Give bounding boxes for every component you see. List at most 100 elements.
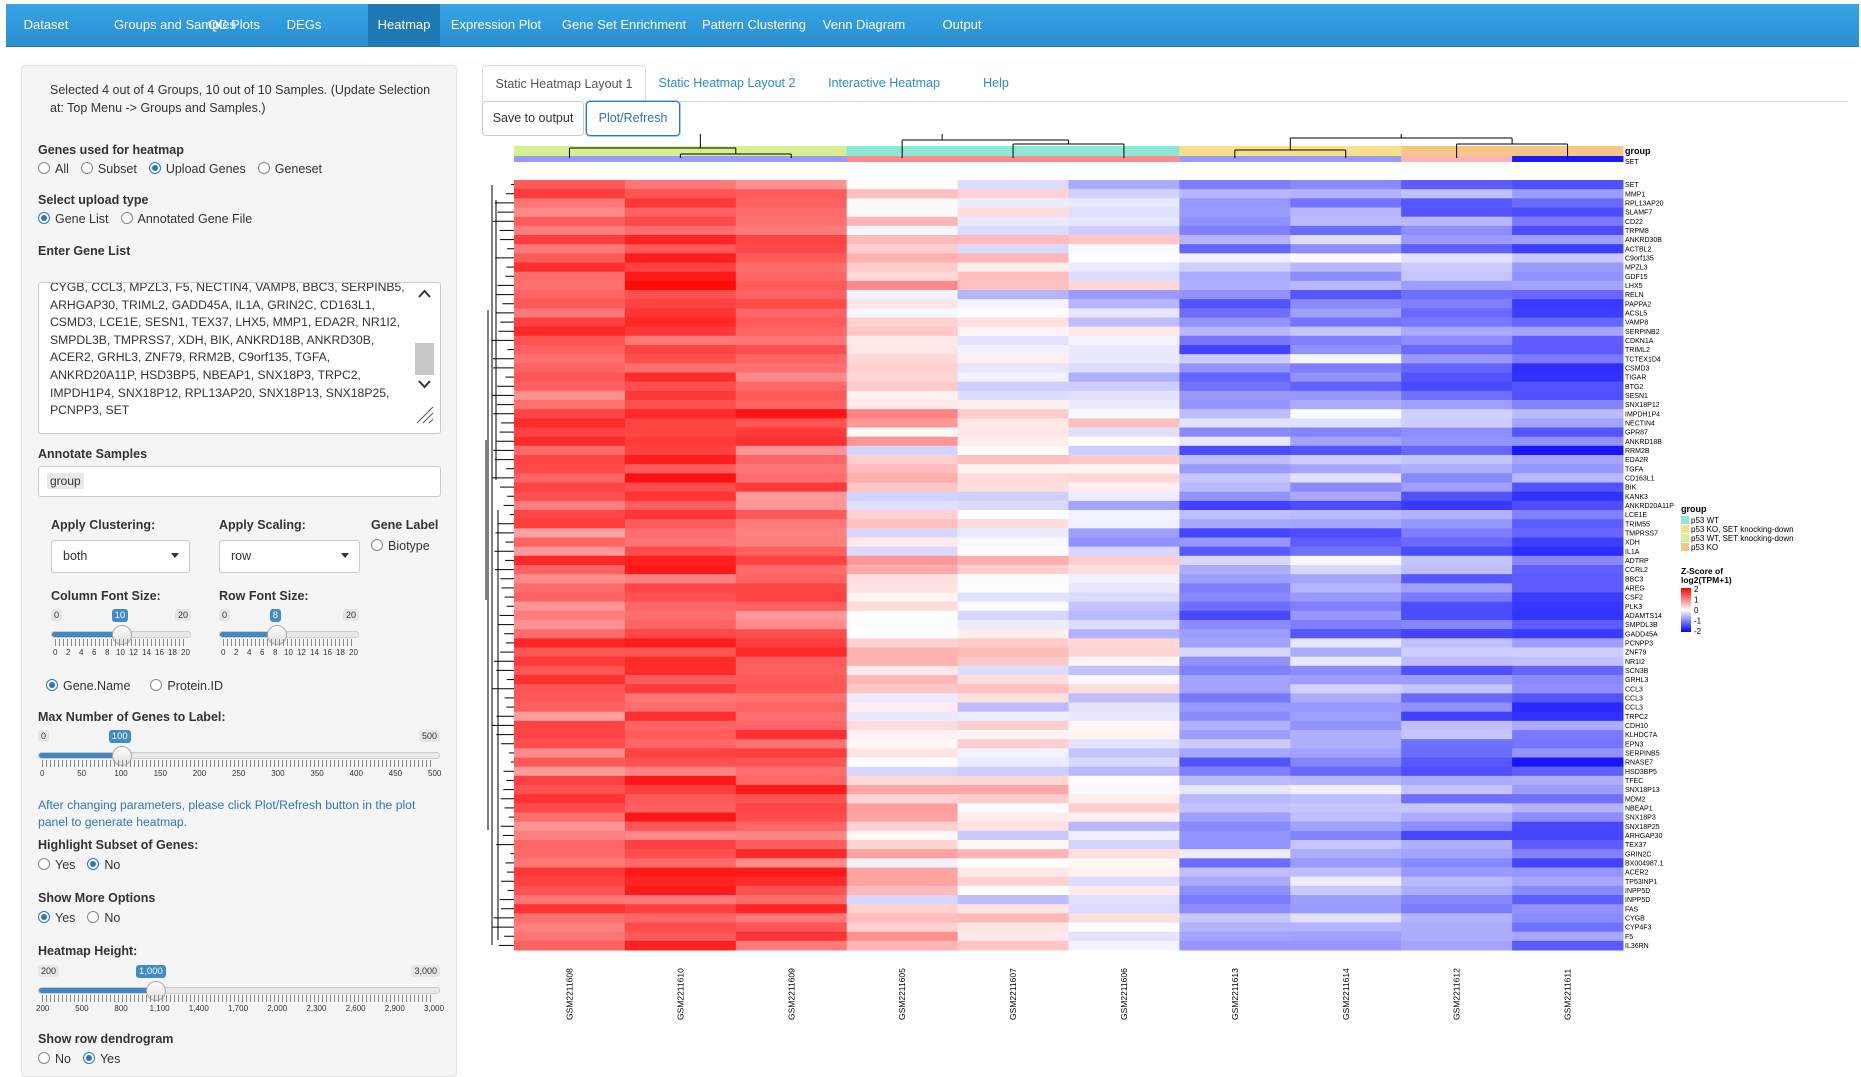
radio-option-geneset[interactable]: Geneset <box>257 162 322 176</box>
heatmap-cell <box>1068 794 1180 804</box>
nav-groups-and-samples[interactable]: Groups and Samples <box>113 17 237 32</box>
heatmap-cell <box>514 308 626 318</box>
heatmap-cell <box>846 537 959 548</box>
heatmap-cell <box>1401 381 1513 392</box>
tab-help[interactable]: Help <box>983 76 1009 90</box>
radio-option-all[interactable]: All <box>38 162 69 176</box>
radio-button[interactable] <box>80 162 93 174</box>
radio-option-annotated-gene-file[interactable]: Annotated Gene File <box>120 212 252 226</box>
nav-qc-plots[interactable]: QC Plots <box>207 17 260 32</box>
heatmap-cell <box>1179 601 1291 612</box>
gene-list-line: ACER2, GRHL3, ZNF79, RRM2B, C9orf135, TG… <box>50 350 331 365</box>
heatmap-cell <box>1179 445 1291 456</box>
heatmap-cell <box>957 702 1069 713</box>
nav-output[interactable]: Output <box>942 17 982 32</box>
annotate-samples-input[interactable]: group <box>38 466 441 497</box>
heatmap-cell <box>1068 830 1180 841</box>
heatmap-cell <box>735 785 848 795</box>
nav-expression-plot[interactable]: Expression Plot <box>450 17 542 32</box>
info-text: After changing parameters, please click … <box>38 798 416 829</box>
heatmap-cell <box>1068 867 1180 878</box>
gene-list-textarea[interactable]: CYGB, CCL3, MPZL3, F5, NECTIN4, VAMP8, B… <box>38 282 441 434</box>
tab-static-heatmap-layout-2[interactable]: Static Heatmap Layout 2 <box>658 76 796 90</box>
slider-track[interactable] <box>219 631 359 638</box>
gene-label: MDM2 <box>1625 796 1646 803</box>
column-font-slider[interactable]: 0 20 10 0 2 4 6 8 10 12 14 16 18 20 <box>51 609 191 657</box>
heatmap-cell <box>735 885 848 896</box>
clustering-select[interactable]: both <box>51 540 190 573</box>
nav-heatmap[interactable]: Heatmap <box>368 4 440 46</box>
heatmap-height-slider[interactable]: 200 3,000 1,000 200 500 800 1,100 1,400 1,700 2,0… <box>36 965 444 1013</box>
radio-button[interactable] <box>87 911 100 923</box>
save-to-output-button[interactable]: Save to output <box>482 101 584 136</box>
tab-interactive-heatmap[interactable]: Interactive Heatmap <box>828 76 940 90</box>
radio-button[interactable] <box>38 911 50 923</box>
radio-button[interactable] <box>82 1052 95 1064</box>
radio-option-upload-genes[interactable]: Upload Genes <box>148 162 246 176</box>
scaling-select[interactable]: row <box>219 540 360 573</box>
heatmap-cell <box>1512 757 1624 768</box>
max-genes-slider[interactable]: 0 500 100 0 50 100 150 200 250 300 350 400 450 500 <box>38 730 441 778</box>
radio-option-yes[interactable]: Yes <box>38 911 75 925</box>
radio-button[interactable] <box>148 162 161 174</box>
heatmap-cell <box>1290 684 1402 694</box>
sample-label: GSM2211610 <box>675 968 685 1020</box>
heatmap-cell <box>1512 794 1624 804</box>
tab-static-heatmap-layout-1[interactable]: Static Heatmap Layout 1 <box>482 65 646 103</box>
heatmap-cell <box>514 876 626 887</box>
radio-option-gene-name[interactable]: Gene.Name <box>46 679 130 693</box>
sample-label: GSM2211606 <box>1119 968 1129 1020</box>
heatmap-cell <box>1290 445 1402 456</box>
heatmap-cell <box>514 821 626 832</box>
radio-option-subset[interactable]: Subset <box>80 162 137 176</box>
radio-button[interactable] <box>38 1052 50 1064</box>
heatmap-cell <box>846 592 959 603</box>
nav-degs[interactable]: DEGs <box>286 17 322 32</box>
heatmap-cell <box>1401 198 1513 208</box>
radio-button[interactable] <box>150 679 163 691</box>
heatmap-cell <box>1401 876 1513 887</box>
heatmap-cell <box>1512 225 1624 236</box>
nav-pattern-clustering[interactable]: Pattern Clustering <box>701 17 807 32</box>
nav-venn-diagram[interactable]: Venn Diagram <box>822 17 906 32</box>
heatmap-cell <box>1512 675 1624 685</box>
heatmap-cell <box>1179 940 1291 951</box>
heatmap-cell <box>1179 684 1291 694</box>
row-dendrogram-radio-group: No Yes <box>38 1052 132 1066</box>
heatmap-cell <box>846 693 959 703</box>
radio-option-gene-list[interactable]: Gene List <box>38 212 109 226</box>
heatmap-cell <box>624 390 737 401</box>
radio-button[interactable] <box>257 162 270 174</box>
radio-button[interactable] <box>38 212 50 224</box>
radio-button[interactable] <box>38 162 50 174</box>
radio-option-protein-id[interactable]: Protein.ID <box>150 679 223 693</box>
heatmap-cell <box>846 720 959 731</box>
slider-track[interactable] <box>38 987 440 994</box>
annotate-tag[interactable]: group <box>47 473 84 489</box>
heatmap-cell <box>624 913 737 923</box>
radio-option-yes[interactable]: Yes <box>82 1052 120 1066</box>
gene-list-scrollbar[interactable] <box>411 285 438 431</box>
heatmap-cell <box>735 445 848 456</box>
row-font-slider[interactable]: 0 20 8 0 2 4 6 8 10 12 14 16 18 20 <box>219 609 359 657</box>
plot-refresh-button[interactable]: Plot/Refresh <box>586 101 680 136</box>
heatmap-cell <box>1179 546 1291 557</box>
radio-option-no[interactable]: No <box>87 911 120 925</box>
radio-button[interactable] <box>120 212 133 224</box>
radio-button[interactable] <box>87 858 100 870</box>
gene-label: ARHGAP30 <box>1625 833 1662 840</box>
biotype-radio[interactable] <box>371 539 383 551</box>
radio-button[interactable] <box>38 858 50 870</box>
nav-gene-set-enrichment[interactable]: Gene Set Enrichment <box>561 17 687 32</box>
slider-track[interactable] <box>38 752 440 759</box>
heatmap-cell <box>624 290 737 300</box>
heatmap-cell <box>957 675 1069 685</box>
radio-option-yes[interactable]: Yes <box>38 858 75 872</box>
radio-option-no[interactable]: No <box>38 1052 71 1066</box>
radio-button[interactable] <box>46 679 58 691</box>
slider-tick-label: 0 <box>221 648 226 657</box>
nav-dataset[interactable]: Dataset <box>23 17 69 32</box>
biotype-option[interactable]: Biotype <box>371 539 430 553</box>
heatmap-cell <box>1512 812 1624 823</box>
radio-option-no[interactable]: No <box>87 858 120 872</box>
